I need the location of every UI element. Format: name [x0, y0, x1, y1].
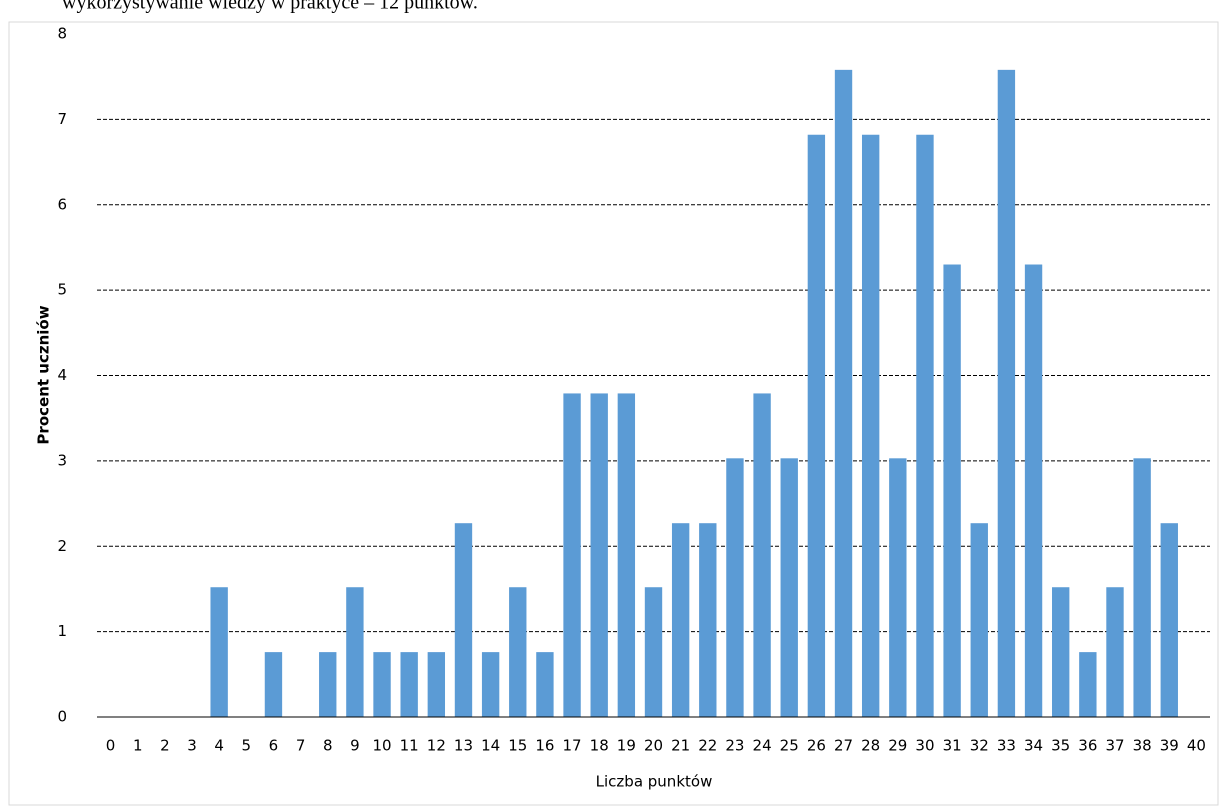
bar [943, 264, 961, 717]
bar [400, 652, 418, 717]
x-tick-label: 17 [563, 737, 582, 755]
x-tick-label: 26 [807, 737, 826, 755]
bar [1160, 523, 1178, 717]
x-tick-label: 24 [753, 737, 772, 755]
x-tick-label: 30 [915, 737, 934, 755]
text-above: wykorzystywanie wiedzy w praktyce – 12 p… [62, 0, 478, 14]
y-tick-label: 8 [57, 25, 67, 43]
bar [834, 69, 853, 718]
x-tick-label: 16 [535, 737, 554, 755]
y-tick-label: 5 [57, 281, 67, 299]
y-tick-label: 2 [57, 537, 67, 555]
bar [753, 393, 771, 717]
x-tick-label: 21 [671, 737, 690, 755]
x-tick-label: 22 [698, 737, 717, 755]
x-tick-label: 39 [1160, 737, 1179, 755]
bar [617, 393, 636, 717]
x-tick-label: 8 [323, 737, 333, 755]
x-tick-label: 12 [427, 737, 446, 755]
y-tick-label: 4 [57, 366, 67, 384]
x-tick-label: 5 [242, 737, 252, 755]
bar [1133, 458, 1151, 717]
bar [536, 652, 554, 717]
bar [319, 652, 337, 717]
x-tick-label: 31 [943, 737, 962, 755]
x-tick-label: 20 [644, 737, 663, 755]
x-tick-label: 13 [454, 737, 473, 755]
bar [481, 652, 500, 717]
x-tick-label: 10 [372, 737, 391, 755]
bar [454, 523, 473, 717]
bar [1106, 587, 1124, 717]
x-tick-label: 33 [997, 737, 1016, 755]
x-tick-label: 27 [834, 737, 853, 755]
x-tick-label: 15 [508, 737, 527, 755]
bar [1052, 587, 1070, 717]
x-tick-label: 23 [725, 737, 744, 755]
chart-border [8, 21, 1219, 806]
x-axis-label: Liczba punktów [596, 773, 713, 791]
x-tick-label: 4 [214, 737, 224, 755]
bar [644, 587, 663, 717]
bar [509, 587, 527, 717]
x-tick-label: 35 [1051, 737, 1070, 755]
y-tick-label: 1 [57, 622, 67, 640]
bar [970, 523, 988, 717]
bar [699, 523, 717, 717]
bar [264, 652, 283, 717]
x-tick-label: 7 [296, 737, 306, 755]
x-tick-label: 2 [160, 737, 170, 755]
y-tick-label: 7 [57, 110, 67, 128]
bar [726, 458, 744, 717]
x-tick-label: 11 [400, 737, 419, 755]
x-tick-label: 32 [970, 737, 989, 755]
x-tick-label: 38 [1133, 737, 1152, 755]
y-tick-label: 6 [57, 195, 67, 213]
x-tick-label: 28 [861, 737, 880, 755]
bar [671, 523, 690, 717]
x-tick-label: 34 [1024, 737, 1043, 755]
x-tick-label: 0 [106, 737, 116, 755]
x-tick-label: 37 [1105, 737, 1124, 755]
bar [373, 652, 391, 717]
x-tick-label: 6 [269, 737, 279, 755]
y-axis-label: Procent uczniów [35, 305, 53, 444]
bar [780, 458, 798, 717]
x-tick-label: 9 [350, 737, 360, 755]
bar [889, 458, 907, 717]
x-tick-label: 36 [1078, 737, 1097, 755]
bar [807, 134, 826, 717]
x-tick-label: 29 [888, 737, 907, 755]
x-tick-label: 40 [1187, 737, 1206, 755]
bar [590, 393, 608, 717]
y-tick-label: 3 [57, 451, 67, 469]
x-tick-label: 1 [133, 737, 143, 755]
bar [916, 134, 934, 717]
x-tick-label: 3 [187, 737, 197, 755]
y-tick-label: 0 [57, 708, 67, 726]
bar [1079, 652, 1097, 717]
bar [210, 587, 228, 717]
bar [427, 652, 446, 717]
bar [1024, 264, 1043, 717]
bar [563, 393, 581, 717]
x-tick-label: 19 [617, 737, 636, 755]
x-tick-label: 25 [780, 737, 799, 755]
bar [346, 587, 364, 717]
bar [997, 69, 1016, 718]
x-tick-label: 14 [481, 737, 500, 755]
bar [861, 134, 880, 717]
x-tick-label: 18 [590, 737, 609, 755]
